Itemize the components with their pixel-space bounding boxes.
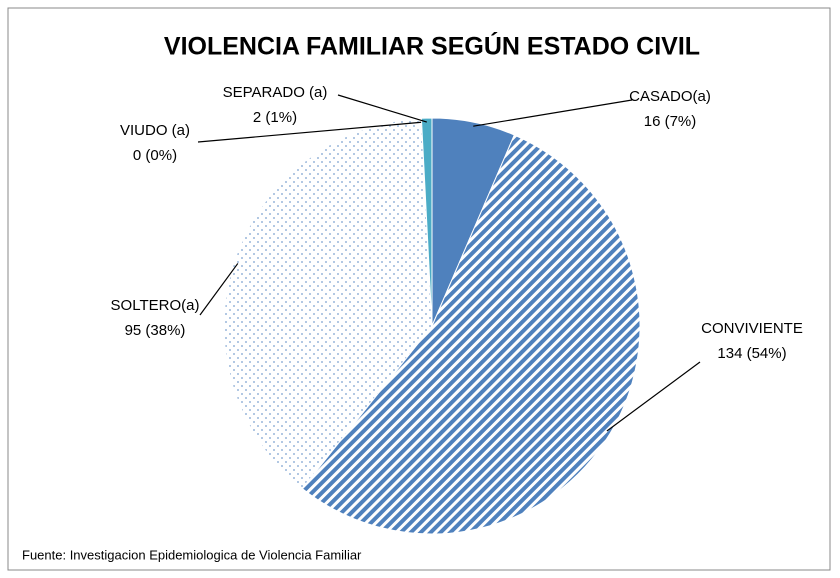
slice-label: CONVIVIENTE: [701, 320, 803, 337]
slice-value-label: 0 (0%): [133, 147, 177, 164]
pie-slice: [223, 117, 433, 490]
source-note: Fuente: Investigacion Epidemiologica de …: [22, 547, 362, 562]
slice-value-label: 16 (7%): [644, 113, 697, 130]
slice-value-label: 2 (1%): [253, 109, 297, 126]
slice-label: CASADO(a): [629, 88, 711, 105]
leader-line: [473, 99, 633, 127]
slice-value-label: 95 (38%): [125, 322, 186, 339]
slice-label: SOLTERO(a): [111, 297, 200, 314]
pie-slice: [301, 134, 641, 535]
slice-label: SEPARADO (a): [223, 84, 328, 101]
leader-line: [197, 121, 422, 143]
slice-value-label: 134 (54%): [717, 345, 786, 362]
leader-line: [606, 361, 701, 432]
chart-title: VIOLENCIA FAMILIAR SEGÚN ESTADO CIVIL: [164, 31, 700, 61]
slice-label: VIUDO (a): [120, 122, 190, 139]
leader-line: [337, 94, 427, 123]
pie-slice: [420, 117, 433, 327]
leader-line: [199, 263, 239, 316]
